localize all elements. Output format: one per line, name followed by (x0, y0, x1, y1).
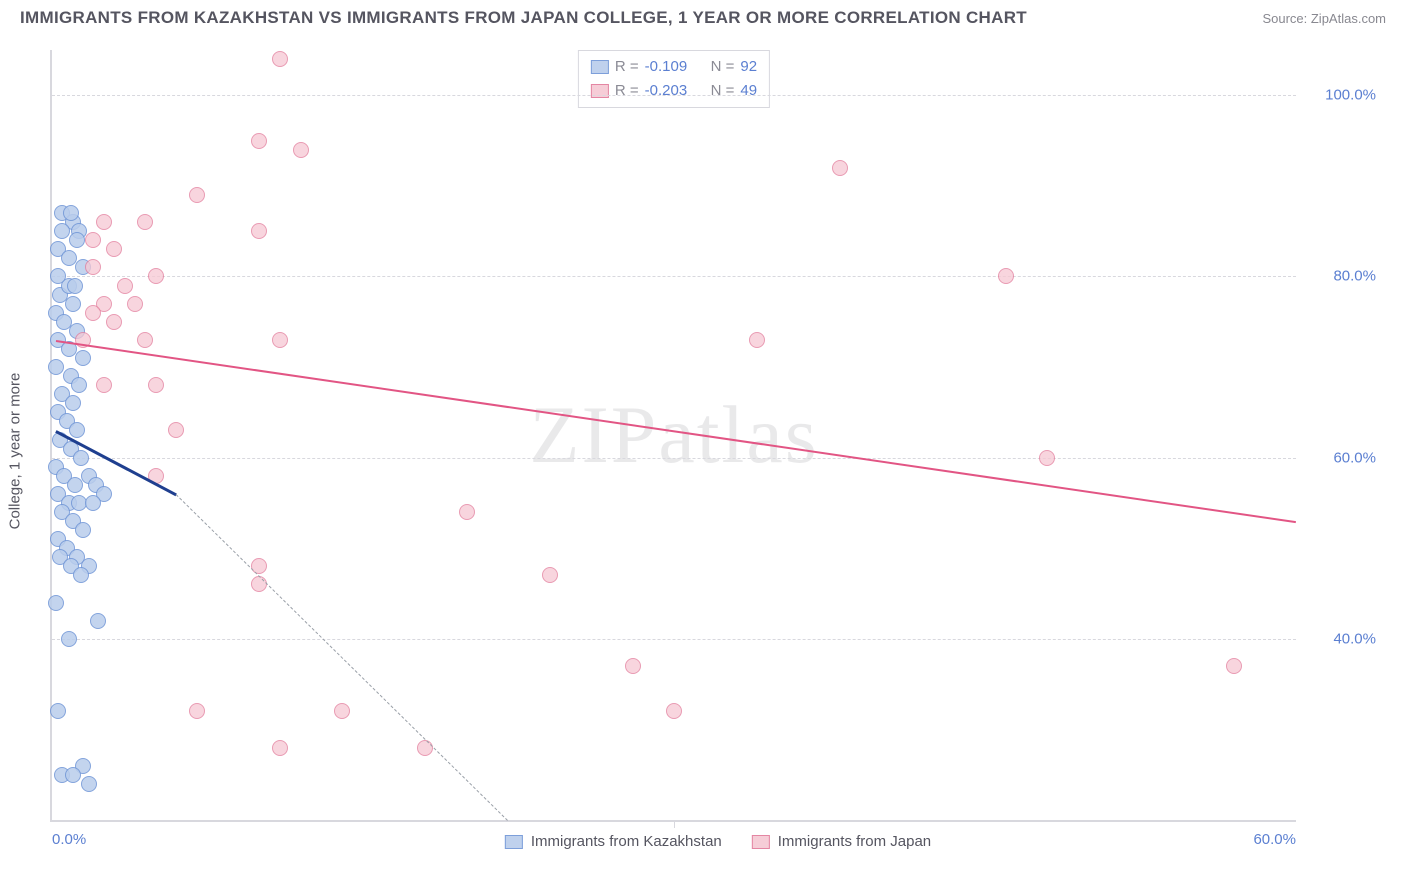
scatter-point (272, 51, 288, 67)
scatter-point (71, 377, 87, 393)
scatter-point (832, 160, 848, 176)
scatter-point (54, 223, 70, 239)
x-tick-label: 60.0% (1253, 831, 1296, 848)
y-tick-label: 40.0% (1306, 630, 1376, 647)
scatter-point (749, 332, 765, 348)
scatter-point (65, 767, 81, 783)
y-axis-title: College, 1 year or more (7, 373, 24, 530)
legend-n-value: 49 (740, 79, 757, 103)
gridline (52, 639, 1296, 640)
y-tick-label: 100.0% (1306, 87, 1376, 104)
plot-area: ZIPatlas R =-0.109N =92R =-0.203N =49 40… (50, 50, 1296, 822)
scatter-point (73, 450, 89, 466)
scatter-point (69, 422, 85, 438)
scatter-point (85, 259, 101, 275)
scatter-point (251, 133, 267, 149)
legend-label: Immigrants from Kazakhstan (531, 833, 722, 850)
scatter-point (137, 332, 153, 348)
scatter-point (61, 250, 77, 266)
scatter-point (272, 740, 288, 756)
scatter-point (96, 377, 112, 393)
scatter-point (75, 350, 91, 366)
scatter-point (61, 631, 77, 647)
legend-n-label: N = (711, 79, 735, 103)
scatter-point (1226, 658, 1242, 674)
legend-row: R =-0.203N =49 (591, 79, 757, 103)
legend-r-value: -0.203 (645, 79, 705, 103)
legend-item: Immigrants from Japan (752, 833, 931, 850)
scatter-point (666, 703, 682, 719)
series-legend: Immigrants from Kazakhstan Immigrants fro… (505, 833, 931, 850)
scatter-point (625, 658, 641, 674)
gridline (52, 458, 1296, 459)
scatter-point (69, 232, 85, 248)
scatter-point (85, 232, 101, 248)
scatter-point (85, 305, 101, 321)
scatter-point (75, 522, 91, 538)
legend-n-value: 92 (740, 55, 757, 79)
scatter-point (148, 268, 164, 284)
scatter-point (85, 495, 101, 511)
legend-r-label: R = (615, 55, 639, 79)
scatter-point (251, 223, 267, 239)
scatter-point (293, 142, 309, 158)
correlation-legend: R =-0.109N =92R =-0.203N =49 (578, 50, 770, 108)
scatter-point (272, 332, 288, 348)
legend-n-label: N = (711, 55, 735, 79)
source-attribution: Source: ZipAtlas.com (1262, 11, 1386, 26)
x-tick-label: 0.0% (52, 831, 86, 848)
chart-container: College, 1 year or more ZIPatlas R =-0.1… (50, 50, 1386, 852)
scatter-point (106, 241, 122, 257)
y-tick-label: 60.0% (1306, 449, 1376, 466)
legend-r-value: -0.109 (645, 55, 705, 79)
scatter-point (168, 422, 184, 438)
x-tick (674, 820, 675, 828)
scatter-point (334, 703, 350, 719)
scatter-point (81, 776, 97, 792)
scatter-point (106, 314, 122, 330)
scatter-point (90, 613, 106, 629)
scatter-point (65, 395, 81, 411)
y-tick-label: 80.0% (1306, 268, 1376, 285)
scatter-point (251, 576, 267, 592)
legend-swatch (505, 835, 523, 849)
legend-swatch (591, 60, 609, 74)
scatter-point (67, 278, 83, 294)
legend-row: R =-0.109N =92 (591, 55, 757, 79)
scatter-point (63, 205, 79, 221)
legend-swatch (752, 835, 770, 849)
gridline (52, 276, 1296, 277)
scatter-point (50, 703, 66, 719)
legend-r-label: R = (615, 79, 639, 103)
scatter-point (417, 740, 433, 756)
trend-line (56, 340, 1296, 523)
scatter-point (48, 595, 64, 611)
scatter-point (137, 214, 153, 230)
scatter-point (542, 567, 558, 583)
scatter-point (73, 567, 89, 583)
scatter-point (96, 214, 112, 230)
scatter-point (127, 296, 143, 312)
scatter-point (65, 296, 81, 312)
scatter-point (148, 377, 164, 393)
scatter-point (189, 703, 205, 719)
scatter-point (48, 359, 64, 375)
legend-item: Immigrants from Kazakhstan (505, 833, 722, 850)
gridline (52, 95, 1296, 96)
scatter-point (189, 187, 205, 203)
watermark: ZIPatlas (529, 388, 818, 482)
scatter-point (1039, 450, 1055, 466)
chart-title: IMMIGRANTS FROM KAZAKHSTAN VS IMMIGRANTS… (20, 8, 1027, 28)
scatter-point (117, 278, 133, 294)
scatter-point (998, 268, 1014, 284)
scatter-point (459, 504, 475, 520)
trend-line-dashed (176, 494, 508, 821)
legend-label: Immigrants from Japan (778, 833, 931, 850)
scatter-point (50, 268, 66, 284)
scatter-point (67, 477, 83, 493)
